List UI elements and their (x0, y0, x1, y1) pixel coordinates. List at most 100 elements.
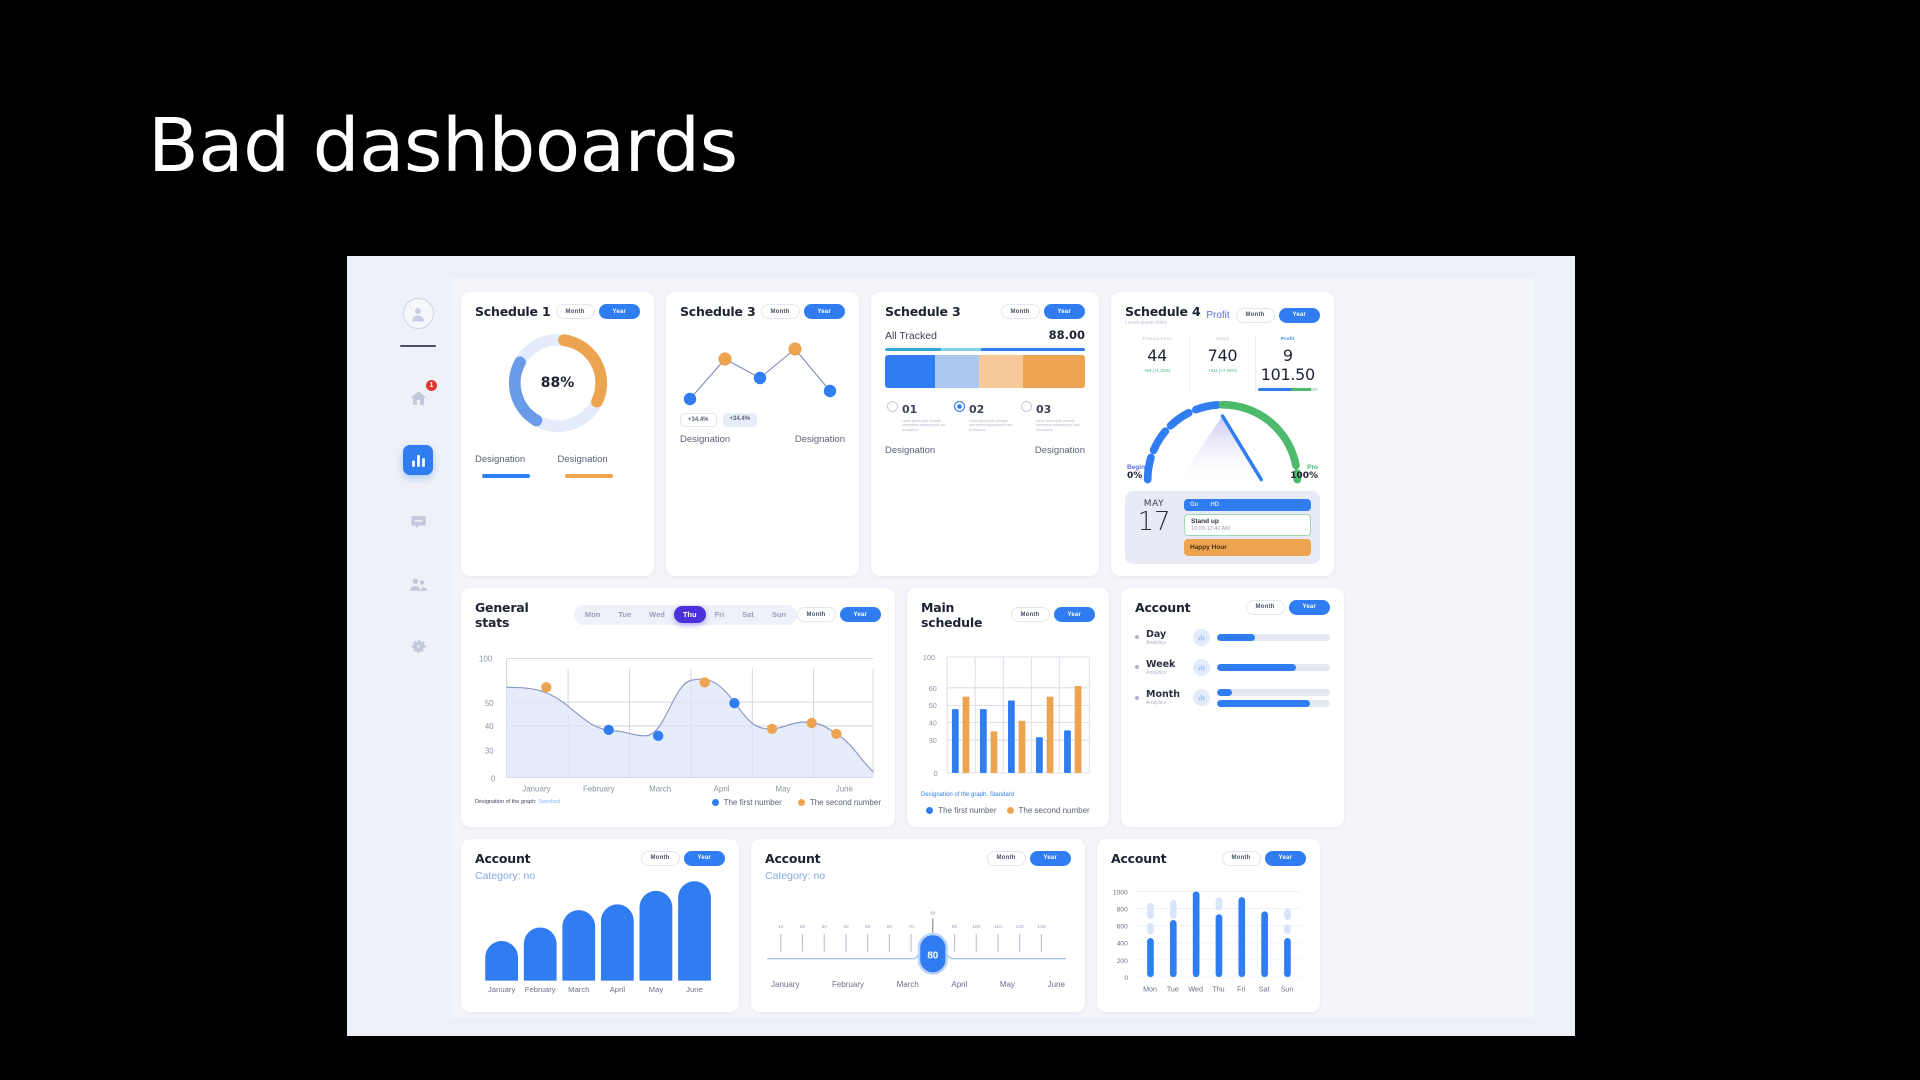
day-sun[interactable]: Sun (771, 610, 787, 619)
svg-text:Tue: Tue (1167, 985, 1179, 993)
avatar[interactable] (402, 298, 434, 329)
svg-text:January: January (488, 985, 516, 994)
category-row: Category: no (765, 870, 1071, 882)
progress-track[interactable] (1217, 663, 1330, 671)
toggle-month[interactable]: Month (1010, 607, 1050, 622)
stat-delta: +53 (+1.21%) (1143, 368, 1171, 373)
toggle-month[interactable]: Month (555, 304, 595, 319)
row-progress (1217, 688, 1330, 707)
sidebar-item-analytics[interactable] (403, 445, 433, 475)
account-row-day[interactable]: Day Analytics (1135, 628, 1330, 646)
category-value[interactable]: no (523, 869, 536, 882)
radio-icon[interactable] (1021, 400, 1032, 412)
range-slider[interactable]: 10 20 30 40 50 60 70 80 90 100 110 120 130 (765, 902, 1071, 989)
svg-text:Mon: Mon (1143, 985, 1157, 993)
toggle-month[interactable]: Month (796, 607, 836, 622)
legend-swatch-left (482, 474, 530, 478)
row-labels: Day Analytics (1146, 629, 1186, 646)
svg-text:Sat: Sat (1259, 985, 1270, 993)
progress-track[interactable] (1217, 688, 1330, 696)
graph-designation: Designation of the graph: Standard (475, 799, 560, 805)
area-chart: 100 50 40 30 0 (475, 644, 881, 794)
option-radios: 01 Lorem ipsum dolor sit amet, consectet… (887, 400, 1083, 433)
legend-first-number: The first number (926, 806, 997, 815)
day-fri[interactable]: Fri (714, 610, 725, 619)
row-subtitle: Analytics (1146, 669, 1167, 676)
day-mon[interactable]: Mon (584, 610, 601, 619)
gauge-begin: Begin 0% (1127, 464, 1145, 481)
sidebar-item-team[interactable] (403, 569, 433, 599)
calendar-event-1[interactable]: Go HD (1184, 498, 1311, 511)
card-title: Main schedule (921, 599, 983, 630)
toggle-year[interactable]: Year (598, 304, 640, 319)
row-title: Day (1146, 628, 1167, 640)
gauge-pro-label: Pro (1307, 463, 1318, 471)
row-title: Month (1146, 689, 1181, 700)
day-tue[interactable]: Tue (618, 610, 632, 619)
account-row-month[interactable]: Month Analytics (1135, 688, 1330, 707)
toggle-year[interactable]: Year (1043, 304, 1085, 319)
percent-badges: +34.4% +34.4% (680, 413, 845, 427)
donut-center-value: 88% (540, 375, 575, 391)
toggle-month[interactable]: Month (760, 304, 800, 319)
toggle-year[interactable]: Year (683, 850, 725, 866)
profit-link[interactable]: Profit (1206, 309, 1230, 321)
sidebar-item-settings[interactable] (403, 631, 433, 661)
svg-text:June: June (686, 985, 703, 994)
option-02[interactable]: 02 Lorem ipsum dolor sit amet, consectet… (954, 400, 1016, 433)
calendar-event-2[interactable]: Stand up 10:00-12:40 AM (1184, 513, 1311, 536)
bar-chart-svg: 100 60 50 40 30 0 (923, 652, 1090, 777)
svg-text:40: 40 (843, 924, 849, 930)
sidebar-item-home[interactable]: 1 (403, 380, 437, 413)
line-chart-svg (683, 342, 837, 406)
account-rows: Day Analytics (1135, 628, 1330, 707)
svg-text:30: 30 (485, 746, 494, 755)
home-icon (410, 390, 426, 405)
day-wed[interactable]: Wed (649, 610, 665, 619)
account-row-week[interactable]: Week Analytics (1135, 658, 1330, 676)
toggle-year[interactable]: Year (1264, 850, 1306, 866)
svg-text:110: 110 (994, 924, 1002, 930)
gauge-pro: Pro 100% (1290, 464, 1318, 481)
toggle-month[interactable]: Month (640, 850, 680, 866)
toggle-year[interactable]: Year (1288, 599, 1330, 615)
card-schedule-3-line: Schedule 3 Month Year (666, 292, 859, 576)
option-03[interactable]: 03 Lorem ipsum dolor sit amet, consectet… (1021, 400, 1083, 433)
svg-text:600: 600 (1117, 923, 1128, 930)
option-01[interactable]: 01 Lorem ipsum dolor sit amet, consectet… (887, 400, 949, 433)
card-header: General stats Mon Tue Wed Thu Fri Sat Su… (475, 600, 881, 630)
bar-chart-icon (1193, 658, 1210, 676)
radio-icon[interactable] (887, 400, 898, 412)
progress-track[interactable] (1217, 633, 1330, 641)
period-toggle: Month Year (1221, 850, 1306, 866)
graph-designation-value: Standard (989, 791, 1015, 798)
page-title: Bad dashboards (148, 103, 738, 189)
calendar-event-3[interactable]: Happy Hour (1184, 538, 1311, 556)
svg-text:30: 30 (821, 924, 827, 930)
toggle-month[interactable]: Month (986, 850, 1026, 866)
graph-designation-value: Standard (538, 799, 561, 805)
card-title: Account (765, 850, 821, 866)
toggle-month[interactable]: Month (1235, 307, 1275, 323)
toggle-month[interactable]: Month (1221, 850, 1261, 866)
period-toggle: Month Year (796, 607, 881, 622)
slider-month-labels: January February March April May June (765, 980, 1071, 989)
toggle-month[interactable]: Month (1000, 304, 1040, 319)
toggle-year[interactable]: Year (839, 607, 881, 622)
donut-chart: 88% (475, 329, 640, 437)
toggle-year[interactable]: Year (1053, 607, 1095, 622)
day-thu[interactable]: Thu (673, 606, 706, 623)
sidebar-item-messages[interactable] (403, 507, 433, 537)
category-row: Category: no (475, 870, 725, 882)
toggle-month[interactable]: Month (1245, 599, 1285, 615)
toggle-year[interactable]: Year (1029, 850, 1071, 866)
category-value[interactable]: no (813, 869, 826, 882)
toggle-year[interactable]: Year (803, 304, 845, 319)
progress-track-2[interactable] (1217, 699, 1330, 707)
svg-text:January: January (522, 784, 550, 793)
card-title: Account (1111, 850, 1167, 866)
toggle-year[interactable]: Year (1278, 307, 1320, 323)
radio-icon[interactable] (954, 400, 965, 412)
legend-second-number: The second number (797, 798, 881, 807)
day-sat[interactable]: Sat (742, 610, 754, 619)
